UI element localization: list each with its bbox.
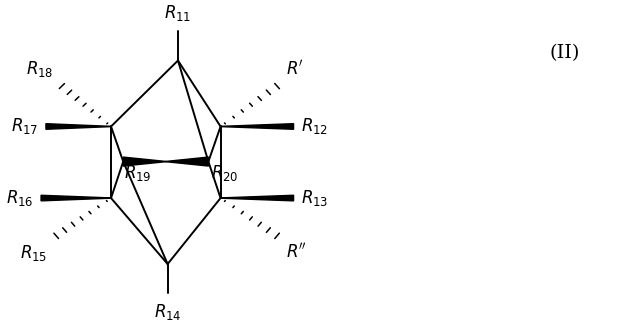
Text: $R_{13}$: $R_{13}$ (301, 188, 328, 208)
Text: $R''$: $R''$ (286, 243, 307, 262)
Text: $R_{20}$: $R_{20}$ (212, 163, 239, 183)
Text: $R_{15}$: $R_{15}$ (20, 243, 47, 263)
Polygon shape (220, 195, 293, 201)
Text: $R_{18}$: $R_{18}$ (26, 59, 53, 79)
Text: $R_{19}$: $R_{19}$ (124, 163, 152, 183)
Polygon shape (220, 124, 293, 129)
Text: $R_{14}$: $R_{14}$ (154, 302, 181, 322)
Polygon shape (46, 124, 111, 129)
Text: $R_{16}$: $R_{16}$ (6, 188, 34, 208)
Text: $R_{17}$: $R_{17}$ (11, 116, 38, 136)
Text: $R'$: $R'$ (286, 60, 304, 79)
Polygon shape (166, 157, 208, 166)
Text: $R_{12}$: $R_{12}$ (301, 116, 328, 136)
Text: $R_{11}$: $R_{11}$ (165, 3, 192, 23)
Polygon shape (41, 195, 111, 201)
Text: (II): (II) (549, 44, 580, 62)
Polygon shape (123, 157, 166, 166)
